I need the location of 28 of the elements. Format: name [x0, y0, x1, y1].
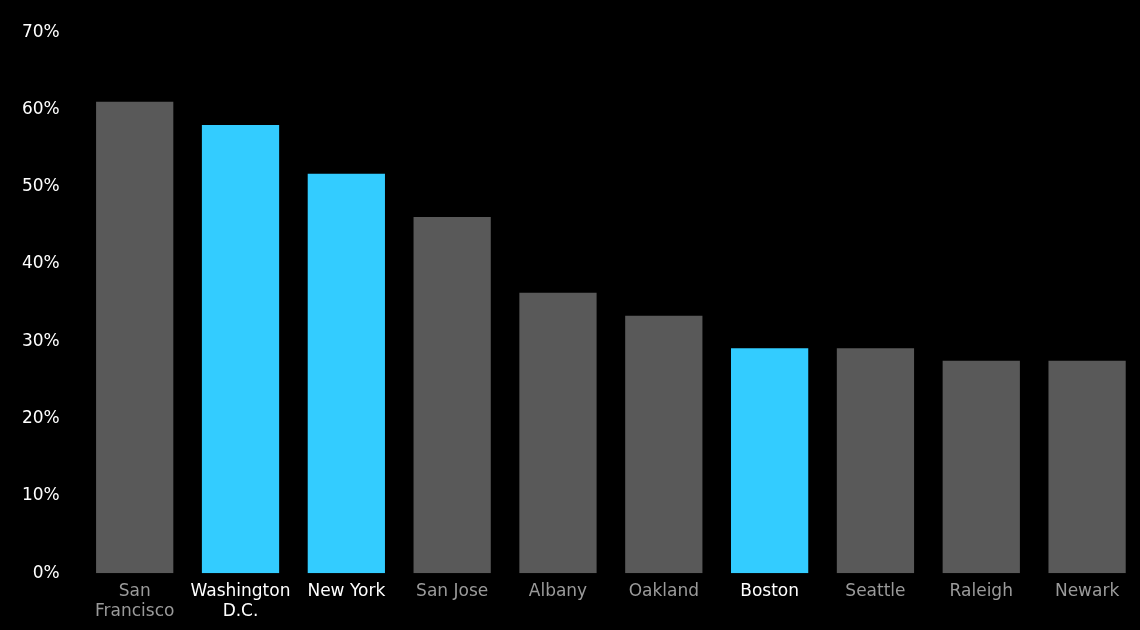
x-tick-label: Washington D.C.: [190, 579, 291, 621]
bar: [519, 292, 597, 574]
y-tick-label: 40%: [21, 252, 60, 273]
y-tick-label: 50%: [21, 175, 60, 196]
y-tick-label: 70%: [21, 20, 60, 41]
bar: [413, 216, 491, 574]
x-tick-label: Raleigh: [949, 579, 1013, 600]
y-tick-label: 30%: [21, 329, 60, 350]
x-tick-label: Boston: [740, 579, 800, 600]
x-tick-label: Newark: [1054, 579, 1120, 600]
bar: [96, 101, 174, 574]
bar: [625, 315, 703, 574]
bar: [731, 348, 809, 574]
bar: [1048, 360, 1126, 574]
y-tick-label: 0%: [32, 561, 60, 582]
y-tick-label: 60%: [21, 97, 60, 118]
x-tick-label: San Francisco: [94, 579, 175, 621]
bar: [307, 173, 385, 574]
x-tick-label: Albany: [528, 579, 588, 600]
x-tick-label: New York: [307, 579, 386, 600]
x-tick-label: Seattle: [845, 579, 906, 600]
x-tick-label: Oakland: [628, 579, 699, 600]
x-tick-label: San Jose: [416, 579, 489, 600]
y-tick-label: 10%: [21, 484, 60, 505]
bar: [201, 124, 280, 574]
bar: [942, 360, 1020, 574]
y-tick-label: 20%: [21, 407, 60, 428]
bar: [836, 348, 915, 574]
